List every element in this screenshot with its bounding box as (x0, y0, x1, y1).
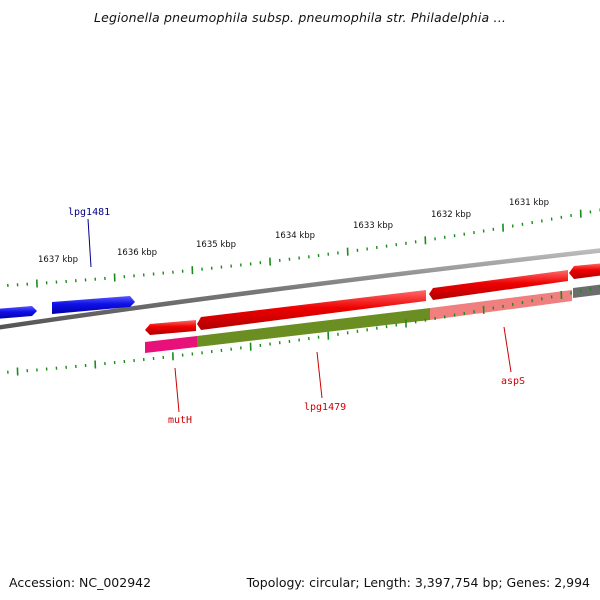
tick-label-1636-kbp: 1636 kbp (117, 248, 157, 258)
gene-label-mutH[interactable]: mutH (168, 415, 192, 426)
gene-leader-aspS (503, 326, 512, 373)
tick-label-1635-kbp: 1635 kbp (196, 240, 236, 250)
feature-band-gray (573, 284, 600, 298)
cds-arrow-lpg1481[interactable] (52, 296, 135, 314)
gene-label-lpg1481[interactable]: lpg1481 (68, 207, 110, 218)
cds-arrow-mutH[interactable] (145, 320, 196, 335)
gene-leader-lpg1479 (316, 351, 323, 399)
gene-leader-lpg1481 (87, 218, 92, 268)
feature-band-highlight (144, 288, 573, 342)
genome-backbone (0, 248, 600, 330)
cds-arrow-right-edge (569, 263, 600, 279)
tick-label-1633-kbp: 1633 kbp (353, 221, 393, 231)
tick-label-1634-kbp: 1634 kbp (275, 231, 315, 241)
cds-arrow-lpg1479[interactable] (197, 290, 426, 330)
gene-leader-mutH (174, 367, 180, 413)
accession-label: Accession: NC_002942 (9, 575, 152, 590)
tick-row-lower (7, 285, 600, 376)
tick-row-upper (7, 208, 600, 288)
genome-summary: Topology: circular; Length: 3,397,754 bp… (246, 575, 590, 590)
feature-band-salmon (430, 290, 572, 320)
cds-arrow-aspS[interactable] (429, 270, 568, 300)
gene-label-lpg1479[interactable]: lpg1479 (304, 402, 346, 413)
feature-band-pink (145, 336, 197, 353)
tick-label-1631-kbp: 1631 kbp (509, 198, 549, 208)
gene-label-aspS[interactable]: aspS (501, 376, 525, 387)
tick-label-1637-kbp: 1637 kbp (38, 255, 78, 265)
feature-band-olive (197, 308, 430, 347)
cds-arrow-forward-left (0, 306, 37, 319)
tick-label-1632-kbp: 1632 kbp (431, 210, 471, 220)
map-title: Legionella pneumophila subsp. pneumophil… (93, 10, 507, 25)
